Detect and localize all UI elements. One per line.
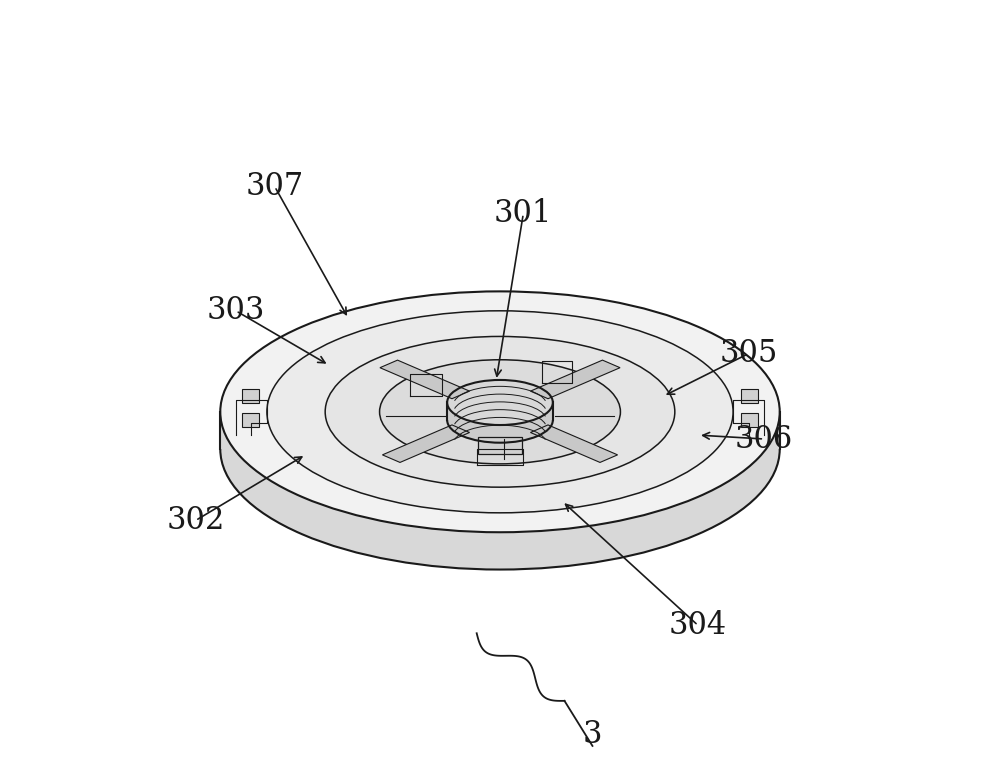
- Bar: [741, 413, 758, 427]
- Text: 301: 301: [494, 198, 552, 229]
- Polygon shape: [530, 425, 618, 462]
- Bar: [741, 389, 758, 403]
- Polygon shape: [530, 360, 620, 399]
- Text: 3: 3: [583, 719, 602, 750]
- Text: 302: 302: [166, 505, 225, 536]
- Ellipse shape: [267, 311, 733, 513]
- Polygon shape: [382, 425, 470, 462]
- Ellipse shape: [220, 291, 780, 532]
- Polygon shape: [380, 360, 470, 399]
- Bar: [242, 389, 259, 403]
- Text: 305: 305: [719, 338, 778, 369]
- Polygon shape: [220, 412, 780, 570]
- Polygon shape: [447, 402, 553, 443]
- Text: 307: 307: [246, 171, 304, 202]
- Text: 304: 304: [669, 610, 727, 641]
- Bar: [478, 437, 522, 454]
- Text: 306: 306: [735, 423, 793, 455]
- Bar: [242, 413, 259, 427]
- Text: 303: 303: [207, 295, 265, 326]
- Ellipse shape: [380, 360, 620, 464]
- Ellipse shape: [447, 380, 553, 425]
- Ellipse shape: [325, 336, 675, 487]
